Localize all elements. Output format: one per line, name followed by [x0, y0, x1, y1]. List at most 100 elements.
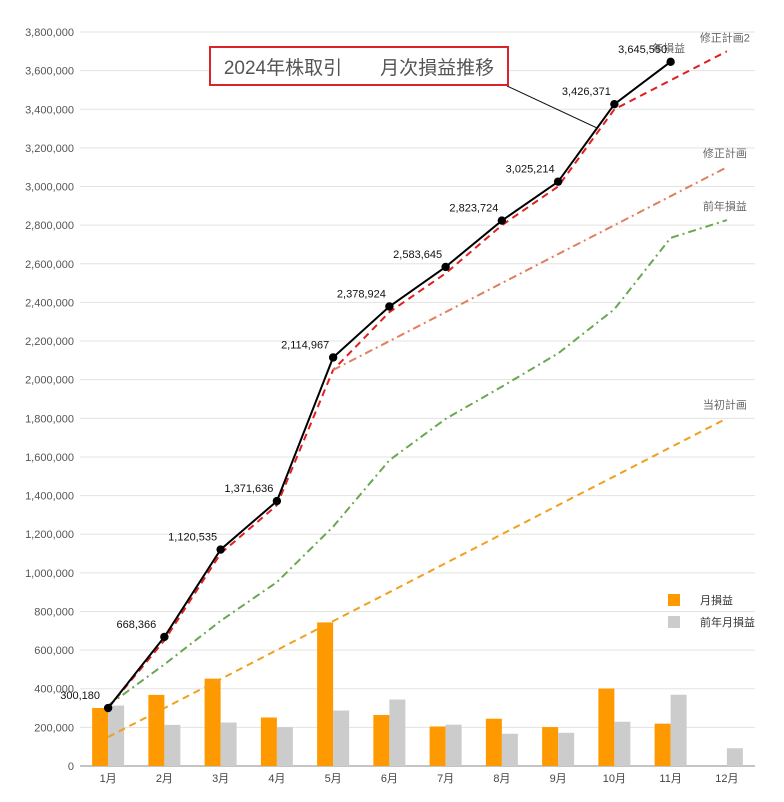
y-tick-label: 3,000,000 — [25, 182, 74, 194]
data-label: 2,823,724 — [449, 203, 498, 215]
y-tick-label: 0 — [68, 761, 74, 773]
data-label: 1,371,636 — [224, 483, 273, 495]
x-tick-label: 12月 — [715, 773, 738, 785]
y-tick-label: 2,800,000 — [25, 220, 74, 232]
x-tick-label: 4月 — [268, 773, 285, 785]
x-tick-label: 1月 — [100, 773, 117, 785]
data-point — [497, 216, 507, 225]
y-tick-label: 3,800,000 — [25, 27, 74, 39]
data-point — [216, 545, 225, 554]
data-point — [610, 99, 619, 109]
data-point — [328, 353, 338, 362]
bar — [108, 705, 125, 766]
x-tick-label: 11月 — [659, 773, 681, 785]
series-name-label: 年損益 — [652, 41, 685, 55]
data-label: 2,378,924 — [337, 288, 386, 300]
data-point — [385, 302, 394, 311]
series-name-label: 修正計画2 — [700, 30, 750, 44]
y-tick-label: 1,000,000 — [25, 568, 74, 580]
chart-title-box: 2024年株取引 月次損益推移 — [209, 46, 509, 86]
legend-swatch — [668, 594, 680, 606]
bar — [389, 699, 406, 766]
y-tick-label: 1,200,000 — [25, 529, 74, 541]
bar — [92, 708, 109, 766]
data-label: 3,025,214 — [506, 164, 555, 176]
data-point — [666, 57, 675, 67]
bar — [445, 724, 462, 766]
bar — [204, 678, 221, 766]
x-tick-label: 10月 — [603, 773, 626, 785]
bar — [148, 694, 165, 766]
bar — [542, 727, 559, 766]
data-point — [441, 262, 450, 272]
data-label: 668,366 — [116, 619, 156, 631]
y-tick-label: 2,200,000 — [25, 336, 74, 348]
bar — [164, 724, 181, 766]
bar — [726, 748, 743, 766]
data-label: 2,114,967 — [281, 339, 329, 351]
bar — [276, 727, 293, 766]
bar — [670, 694, 687, 766]
x-axis-ticks: 1月 2月 3月 4月 5月 6月 7月 8月 9月 10月 11月 12月 — [100, 773, 739, 785]
y-tick-label: 2,600,000 — [25, 259, 74, 271]
x-tick-label: 7月 — [437, 773, 454, 785]
data-label: 1,120,535 — [168, 532, 217, 544]
bar — [654, 723, 671, 766]
y-tick-label: 1,400,000 — [25, 491, 74, 503]
y-tick-label: 600,000 — [34, 645, 74, 657]
line-series — [107, 219, 728, 707]
bar — [317, 622, 334, 766]
data-label: 300,180 — [60, 690, 100, 702]
x-tick-label: 5月 — [325, 773, 342, 785]
bar — [501, 733, 518, 766]
data-point — [272, 496, 282, 506]
data-label: 3,426,371 — [562, 86, 611, 98]
y-tick-label: 1,800,000 — [25, 413, 74, 425]
line-series — [107, 50, 728, 709]
y-axis-ticks: 0 200,000 400,000 600,000 800,000 1,000,000 1,… — [25, 27, 74, 773]
series-name-label: 当初計画 — [703, 397, 747, 411]
y-tick-label: 2,400,000 — [25, 297, 74, 309]
y-tick-label: 3,600,000 — [25, 66, 74, 78]
y-tick-label: 400,000 — [34, 684, 74, 696]
bar — [558, 732, 575, 766]
bar — [429, 726, 446, 766]
legend-swatch — [668, 616, 680, 628]
data-label: 2,583,645 — [393, 249, 442, 261]
line-series — [332, 166, 728, 371]
bar — [598, 688, 615, 766]
bar — [373, 715, 390, 766]
series-name-label: 修正計画 — [703, 146, 747, 160]
series-name-label: 前年損益 — [703, 199, 747, 213]
y-tick-label: 3,400,000 — [25, 104, 74, 116]
title-connector — [506, 85, 598, 129]
chart-title: 2024年株取引 月次損益推移 — [223, 57, 495, 79]
x-tick-label: 6月 — [381, 773, 398, 785]
bars — [92, 622, 743, 766]
y-tick-label: 800,000 — [34, 606, 74, 618]
x-tick-label: 2月 — [156, 773, 173, 785]
grid-lines — [80, 31, 755, 767]
x-tick-label: 9月 — [550, 773, 567, 785]
bar — [485, 718, 502, 766]
bar — [260, 717, 277, 766]
x-tick-label: 8月 — [493, 773, 510, 785]
data-point — [553, 177, 563, 186]
y-tick-label: 2,000,000 — [25, 375, 74, 387]
data-point — [103, 703, 113, 713]
legend-label: 前年月損益 — [700, 615, 755, 629]
data-label: 3,645,550 — [618, 44, 667, 56]
data-point — [160, 632, 169, 642]
line-series — [107, 417, 728, 738]
y-tick-label: 1,600,000 — [25, 452, 74, 464]
bar — [220, 722, 237, 766]
x-tick-label: 3月 — [212, 773, 229, 785]
y-tick-label: 200,000 — [34, 722, 74, 734]
bar — [333, 710, 350, 766]
bar — [614, 721, 631, 766]
legend-label: 月損益 — [700, 593, 733, 607]
y-tick-label: 3,200,000 — [25, 143, 74, 155]
